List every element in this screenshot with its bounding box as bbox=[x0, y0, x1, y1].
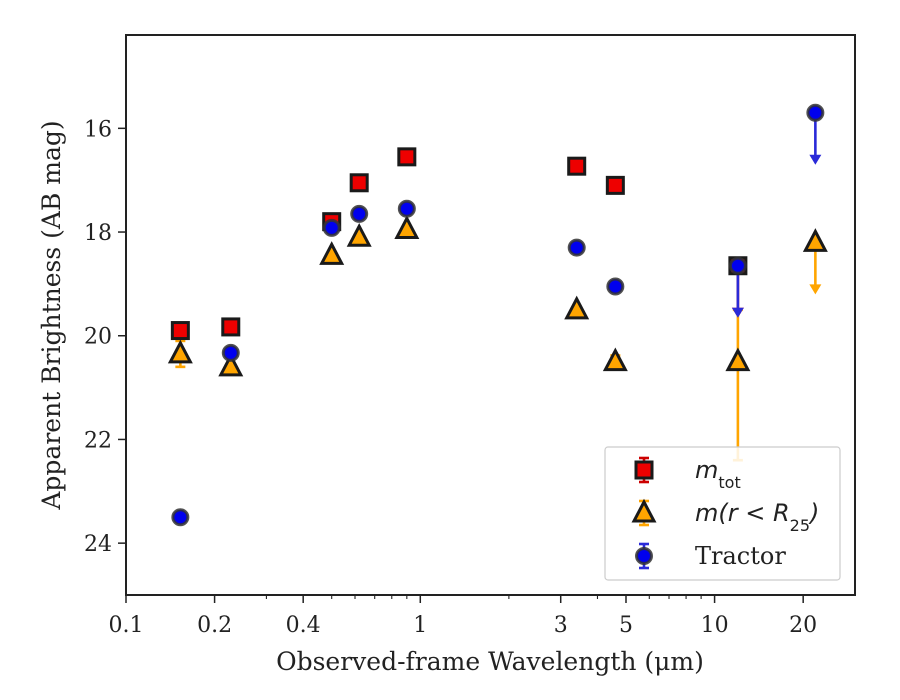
data-point-triangle bbox=[218, 352, 244, 377]
data-point-triangle bbox=[346, 223, 372, 247]
data-point-triangle bbox=[564, 295, 590, 320]
data-point-square bbox=[567, 156, 587, 176]
x-tick-label: 0.2 bbox=[197, 613, 232, 638]
data-point-square bbox=[349, 173, 369, 193]
data-point-square bbox=[221, 317, 241, 337]
y-tick-label: 24 bbox=[84, 532, 112, 557]
data-point-triangle bbox=[602, 347, 628, 372]
data-point-square bbox=[170, 321, 190, 341]
data-point-triangle bbox=[802, 228, 828, 252]
data-point-circle bbox=[806, 103, 825, 122]
data-point-triangle bbox=[319, 241, 345, 265]
data-point-circle bbox=[322, 218, 341, 237]
data-point-circle bbox=[171, 508, 190, 527]
y-tick-label: 22 bbox=[84, 428, 112, 453]
upper-limit-arrowhead bbox=[731, 307, 744, 318]
legend-label: Tractor bbox=[695, 542, 786, 570]
upper-limit-arrowhead bbox=[809, 284, 822, 295]
data-point-triangle bbox=[394, 215, 420, 239]
data-point-circle bbox=[728, 256, 747, 275]
y-tick-label: 20 bbox=[84, 325, 112, 350]
x-tick-label: 20 bbox=[789, 613, 817, 638]
data-point-triangle bbox=[167, 339, 193, 364]
data-point-circle bbox=[350, 204, 369, 223]
legend-label: m(r < R25) bbox=[695, 499, 819, 535]
data-point-circle bbox=[567, 238, 586, 257]
x-tick-label: 5 bbox=[619, 613, 633, 638]
data-point-square bbox=[397, 147, 417, 167]
upper-limit-arrowhead bbox=[809, 154, 822, 165]
legend-label: mtot bbox=[695, 456, 741, 492]
y-axis-label: Apparent Brightness (AB mag) bbox=[37, 120, 66, 510]
legend-box bbox=[604, 446, 841, 581]
x-tick-label: 0.1 bbox=[109, 613, 144, 638]
legend-marker-circle bbox=[635, 547, 653, 565]
x-axis-label: Observed-frame Wavelength (μm) bbox=[276, 647, 704, 676]
data-point-circle bbox=[606, 277, 625, 296]
data-point-square bbox=[605, 175, 625, 195]
legend-marker-triangle bbox=[631, 498, 657, 523]
y-tick-label: 18 bbox=[84, 221, 112, 246]
y-tick-label: 16 bbox=[84, 117, 112, 142]
x-tick-label: 3 bbox=[554, 613, 568, 638]
data-point-circle bbox=[397, 199, 416, 218]
x-tick-label: 1 bbox=[413, 613, 427, 638]
data-point-triangle bbox=[725, 347, 751, 372]
x-tick-label: 0.4 bbox=[286, 613, 321, 638]
x-tick-label: 10 bbox=[701, 613, 729, 638]
legend-marker-square bbox=[634, 460, 654, 480]
data-point-circle bbox=[221, 343, 240, 362]
plot-frame bbox=[125, 34, 856, 596]
